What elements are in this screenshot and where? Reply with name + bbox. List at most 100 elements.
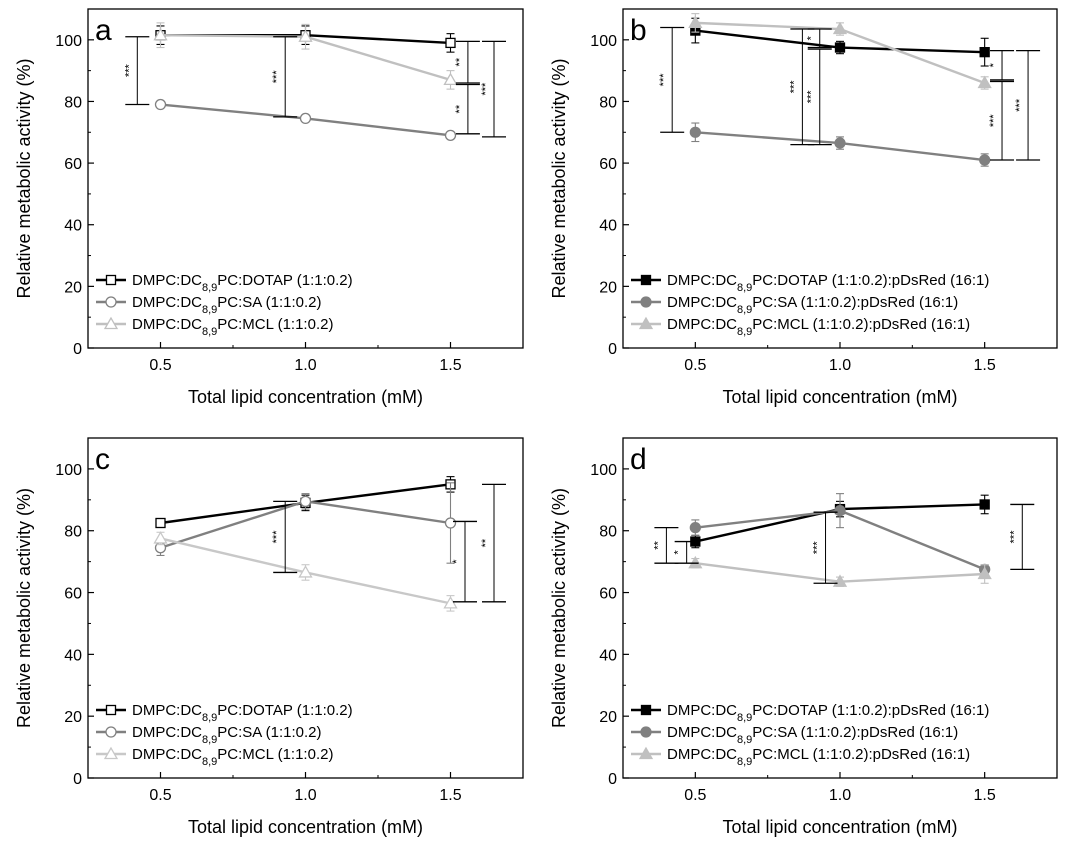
- panel-a-sig-label: ***: [123, 63, 135, 77]
- panel-b-series-2-point: [688, 15, 703, 29]
- panel-c-series-2-point: [298, 565, 313, 578]
- panel-d-series-1-point: [689, 521, 701, 534]
- panel-c-ytick-label: 20: [64, 709, 82, 726]
- panel-a-ytick-label: 20: [64, 279, 82, 296]
- panel-d-ytick-label: 0: [608, 771, 617, 788]
- panel-d-ytick-label: 80: [599, 524, 617, 541]
- panel-c-series-2-point: [443, 596, 458, 609]
- panel-b-sig-label: ***: [988, 114, 1000, 128]
- panel-a-letter: a: [95, 14, 112, 47]
- panel-d-sig-label: ***: [812, 541, 824, 555]
- panel-a-sig-label: **: [454, 57, 466, 66]
- panel-d-legend-marker: [640, 704, 652, 716]
- panel-a-series-2-point: [443, 72, 458, 86]
- panel-b-series-1-point: [834, 137, 846, 149]
- panel-c-xtick-label: 0.5: [149, 787, 171, 804]
- panel-c-series-1-point: [299, 495, 312, 508]
- panel-a-legend-label: DMPC:DC8,9PC:DOTAP (1:1:0.2): [132, 272, 353, 294]
- panel-c-series-0-point: [155, 517, 166, 529]
- panel-a-series-2-point: [298, 29, 313, 42]
- panel-b-sig-label: ***: [1014, 98, 1026, 112]
- panel-a-xtick-label: 1.5: [439, 357, 461, 374]
- panel-c-sig-label: ***: [271, 530, 283, 544]
- panel-b-legend-marker: [640, 274, 652, 286]
- panel-d-chart: d 0 20 40 60 80 100 0.5 1.0 1.5 Total lipid concen…: [549, 437, 1058, 837]
- panel-a-legend-label: DMPC:DC8,9PC:MCL (1:1:0.2): [132, 316, 333, 338]
- panel-c-legend-marker: [103, 746, 119, 760]
- panel-a-legend-marker: [103, 316, 119, 330]
- panel-a-legend-label: DMPC:DC8,9PC:SA (1:1:0.2): [132, 294, 322, 316]
- panel-d-legend-label: DMPC:DC8,9PC:MCL (1:1:0.2):pDsRed (16:1): [667, 746, 970, 768]
- panel-b-sig-label: ***: [788, 80, 800, 94]
- panel-b-ytick-label: 80: [599, 94, 617, 111]
- panel-d-xaxis-title: Total lipid concentration (mM): [722, 817, 957, 837]
- panel-a-series-1-point: [154, 98, 167, 111]
- panel-b-legend-label: DMPC:DC8,9PC:DOTAP (1:1:0.2):pDsRed (16:…: [667, 272, 989, 294]
- panel-b-legend-marker: [640, 296, 652, 308]
- panel-a-ytick-label: 0: [73, 341, 82, 358]
- panel-c-chart: c 0 20 40 60 80 100 0.5 1.0 1.5 Total lipid concen…: [14, 437, 524, 837]
- panel-b-letter: b: [630, 14, 647, 47]
- panel-a-xtick-label: 0.5: [149, 357, 171, 374]
- panel-c-xtick-label: 1.5: [439, 787, 461, 804]
- panel-a-xaxis-title: Total lipid concentration (mM): [188, 387, 423, 407]
- panel-d-xtick-label: 1.0: [829, 787, 851, 804]
- panel-b-sig-label: ***: [658, 73, 670, 87]
- panel-d-series-2-point: [977, 566, 992, 580]
- panel-b-ytick-label: 60: [599, 156, 617, 173]
- panel-b-legend-label: DMPC:DC8,9PC:SA (1:1:0.2):pDsRed (16:1): [667, 294, 958, 316]
- panel-b-sig-label: *: [806, 35, 818, 40]
- panel-c-sig-label: *: [451, 559, 463, 564]
- panel-c-series-2-point: [153, 531, 168, 544]
- panel-b-series-0-point: [979, 46, 990, 58]
- panel-d-xtick-label: 0.5: [684, 787, 706, 804]
- panel-b-yaxis-title: Relative metabolic activity (%): [549, 58, 569, 298]
- panel-b-xtick-label: 0.5: [684, 357, 706, 374]
- panel-c-ytick-label: 0: [73, 771, 82, 788]
- panel-d-series-2-point: [688, 555, 703, 569]
- panel-b-chart: b 0 20 40 60 80 100 0.5 1.0 1.5 Total lipid concen…: [549, 8, 1058, 407]
- panel-b-xtick-label: 1.5: [974, 357, 996, 374]
- panel-b-ytick-label: 40: [599, 218, 617, 235]
- panel-a-legend-marker: [105, 274, 117, 286]
- panel-a-series-2-point: [153, 27, 168, 41]
- panel-d-series-0-point: [979, 499, 990, 510]
- panel-a-xtick-label: 1.0: [294, 357, 316, 374]
- panel-d-sig-label: *: [673, 550, 685, 555]
- panel-c-legend-label: DMPC:DC8,9PC:SA (1:1:0.2): [132, 724, 322, 746]
- panel-c-series-1-point: [444, 517, 457, 529]
- panel-b-sig-label: ***: [806, 90, 818, 104]
- panel-c-legend-marker: [105, 704, 117, 716]
- panel-a-yaxis-title: Relative metabolic activity (%): [14, 58, 34, 298]
- panel-a-series-0-point: [445, 37, 456, 49]
- panel-a-legend-marker: [105, 296, 117, 308]
- panel-c-ytick-label: 80: [64, 524, 82, 541]
- panel-d-legend-label: DMPC:DC8,9PC:DOTAP (1:1:0.2):pDsRed (16:…: [667, 702, 989, 724]
- panel-b-series-2-point: [977, 75, 992, 89]
- panel-d-yaxis-title: Relative metabolic activity (%): [549, 488, 569, 728]
- panel-d-letter: d: [630, 443, 647, 476]
- panel-d-legend-label: DMPC:DC8,9PC:SA (1:1:0.2):pDsRed (16:1): [667, 724, 958, 746]
- panel-a-sig-label: ***: [480, 82, 492, 96]
- panel-b-legend-label: DMPC:DC8,9PC:MCL (1:1:0.2):pDsRed (16:1): [667, 316, 970, 338]
- panel-c-yaxis-title: Relative metabolic activity (%): [14, 488, 34, 728]
- panel-c-xtick-label: 1.0: [294, 787, 316, 804]
- panel-b-series-1-point: [979, 154, 991, 166]
- panel-a-sig-label: ***: [271, 70, 283, 84]
- panel-a-series-1-point: [444, 129, 457, 142]
- panel-b-ytick-label: 0: [608, 341, 617, 358]
- panel-d-sig-label: **: [652, 540, 664, 549]
- panel-a-series-1-point: [299, 112, 312, 125]
- panel-a-ytick-label: 80: [64, 94, 82, 111]
- panel-c-legend-label: DMPC:DC8,9PC:DOTAP (1:1:0.2): [132, 702, 353, 724]
- panel-a-ytick-label: 60: [64, 156, 82, 173]
- panel-a-ytick-label: 100: [55, 33, 82, 50]
- panel-b-sig-label: *: [988, 62, 1000, 67]
- panel-c-letter: c: [95, 443, 110, 476]
- panel-d-legend-marker: [638, 746, 654, 760]
- panel-c-ytick-label: 100: [55, 462, 82, 479]
- panel-c-sig-label: **: [480, 538, 492, 547]
- panel-d-ytick-label: 20: [599, 709, 617, 726]
- panel-c-legend-label: DMPC:DC8,9PC:MCL (1:1:0.2): [132, 746, 333, 768]
- panel-a-ytick-label: 40: [64, 218, 82, 235]
